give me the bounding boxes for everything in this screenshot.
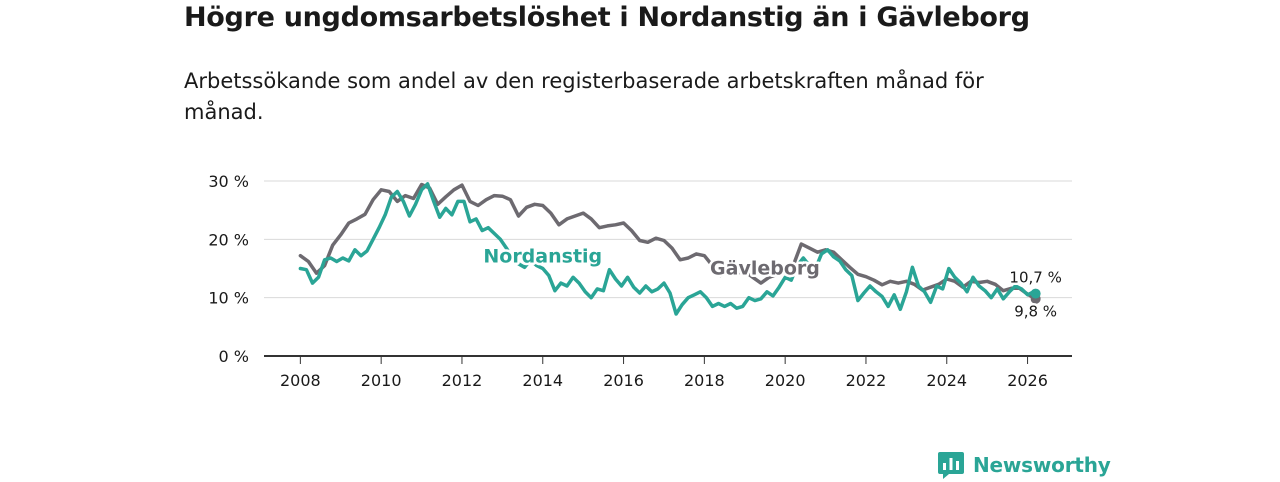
- brand-name: Newsworthy: [973, 453, 1111, 477]
- axes: 0 % 10 % 20 % 30 % 2008 2010 2012 2014 2016 2018 2…: [208, 172, 1072, 390]
- x-tick-label: 2024: [926, 371, 967, 390]
- x-tick-label: 2020: [765, 371, 806, 390]
- y-tick-label: 10 %: [208, 289, 249, 308]
- x-tick-label: 2012: [442, 371, 483, 390]
- y-tick-label: 30 %: [208, 172, 249, 191]
- x-tick-label: 2010: [361, 371, 402, 390]
- chart-subtitle: Arbetssökande som andel av den registerb…: [184, 69, 984, 124]
- end-label-nordanstig: 10,7 %: [1009, 269, 1061, 287]
- series-line-gavleborg: [298, 182, 1038, 301]
- x-tick-label: 2022: [846, 371, 887, 390]
- x-tick-label: 2008: [280, 371, 321, 390]
- newsworthy-icon: [938, 452, 964, 479]
- x-tick-label: 2014: [522, 371, 563, 390]
- x-tick-label: 2016: [603, 371, 644, 390]
- x-tick-label: 2018: [684, 371, 725, 390]
- end-label-gavleborg: 9,8 %: [1014, 302, 1057, 320]
- x-tick-label: 2026: [1007, 371, 1048, 390]
- y-tick-label: 0 %: [219, 347, 249, 366]
- series-labels: Nordanstig Gävleborg 10,7 % 9,8 %: [481, 243, 1064, 323]
- chart-title: Högre ungdomsarbetslöshet i Nordanstig ä…: [184, 2, 1030, 33]
- y-tick-label: 20 %: [208, 230, 249, 249]
- series-lines: [298, 182, 1038, 316]
- series-line-nordanstig: [298, 182, 1038, 316]
- newsworthy-logo: Newsworthy: [937, 448, 1111, 482]
- series-label-nordanstig: Nordanstig: [483, 246, 602, 268]
- end-marker-nordanstig: [1030, 288, 1041, 299]
- series-label-gavleborg: Gävleborg: [710, 257, 820, 279]
- grid-lines: [264, 180, 1072, 299]
